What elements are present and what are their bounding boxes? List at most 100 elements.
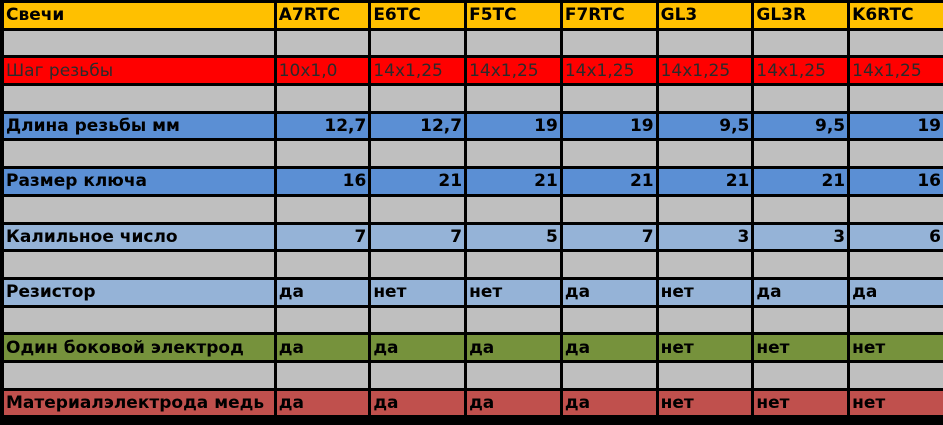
table-cell[interactable]: 3 (658, 224, 752, 250)
empty-cell[interactable] (562, 141, 656, 167)
table-cell[interactable]: нет (467, 279, 560, 305)
table-cell[interactable]: 7 (562, 224, 656, 250)
empty-cell[interactable] (4, 196, 274, 222)
table-cell[interactable]: да (562, 279, 656, 305)
table-cell[interactable]: 21 (754, 169, 848, 194)
empty-cell[interactable] (754, 362, 848, 388)
empty-cell[interactable] (467, 30, 560, 56)
table-cell[interactable]: 7 (276, 224, 369, 250)
header-label-cell[interactable]: Свечи (4, 3, 274, 28)
row-label-cell[interactable]: Размер ключа (4, 169, 274, 194)
empty-cell[interactable] (371, 30, 465, 56)
table-cell[interactable]: 14x1,25 (850, 58, 943, 84)
table-cell[interactable]: 6 (850, 224, 943, 250)
table-cell[interactable]: 19 (467, 113, 560, 139)
table-cell[interactable]: да (276, 279, 369, 305)
empty-cell[interactable] (850, 307, 943, 333)
empty-cell[interactable] (754, 252, 848, 277)
header-cell-f7rtc[interactable]: F7RTC (562, 3, 656, 28)
table-cell[interactable]: да (276, 390, 369, 416)
empty-cell[interactable] (467, 307, 560, 333)
empty-cell[interactable] (467, 362, 560, 388)
row-label-cell[interactable]: Один боковой электрод (4, 335, 274, 360)
empty-cell[interactable] (276, 30, 369, 56)
empty-cell[interactable] (276, 86, 369, 111)
table-cell[interactable]: 21 (658, 169, 752, 194)
table-cell[interactable]: да (850, 279, 943, 305)
empty-cell[interactable] (850, 196, 943, 222)
empty-cell[interactable] (562, 307, 656, 333)
table-cell[interactable]: нет (658, 335, 752, 360)
empty-cell[interactable] (371, 86, 465, 111)
table-cell[interactable]: да (754, 279, 848, 305)
table-cell[interactable]: 14x1,25 (371, 58, 465, 84)
empty-cell[interactable] (4, 30, 274, 56)
row-label-cell[interactable]: Калильное число (4, 224, 274, 250)
empty-cell[interactable] (754, 307, 848, 333)
empty-cell[interactable] (850, 362, 943, 388)
table-cell[interactable]: 7 (371, 224, 465, 250)
empty-cell[interactable] (4, 307, 274, 333)
empty-cell[interactable] (371, 362, 465, 388)
empty-cell[interactable] (658, 86, 752, 111)
table-cell[interactable]: 5 (467, 224, 560, 250)
table-cell[interactable]: 12,7 (371, 113, 465, 139)
empty-cell[interactable] (371, 196, 465, 222)
table-cell[interactable]: 16 (276, 169, 369, 194)
table-cell[interactable]: 14x1,25 (658, 58, 752, 84)
header-cell-f5tc[interactable]: F5TC (467, 3, 560, 28)
table-cell[interactable]: нет (850, 335, 943, 360)
empty-cell[interactable] (276, 307, 369, 333)
empty-cell[interactable] (467, 141, 560, 167)
empty-cell[interactable] (658, 252, 752, 277)
empty-cell[interactable] (467, 196, 560, 222)
empty-cell[interactable] (4, 252, 274, 277)
header-cell-k6rtc[interactable]: K6RTC (850, 3, 943, 28)
row-label-cell[interactable]: Шаг резьбы (4, 58, 274, 84)
table-cell[interactable]: 14x1,25 (562, 58, 656, 84)
empty-cell[interactable] (371, 141, 465, 167)
empty-cell[interactable] (562, 86, 656, 111)
table-cell[interactable]: 10x1,0 (276, 58, 369, 84)
table-cell[interactable]: нет (658, 279, 752, 305)
empty-cell[interactable] (562, 252, 656, 277)
empty-cell[interactable] (276, 141, 369, 167)
empty-cell[interactable] (467, 252, 560, 277)
empty-cell[interactable] (562, 196, 656, 222)
table-cell[interactable]: да (562, 390, 656, 416)
empty-cell[interactable] (850, 86, 943, 111)
empty-cell[interactable] (371, 307, 465, 333)
table-cell[interactable]: 14x1,25 (467, 58, 560, 84)
table-cell[interactable]: 21 (467, 169, 560, 194)
table-cell[interactable]: да (276, 335, 369, 360)
table-cell[interactable]: да (371, 335, 465, 360)
table-cell[interactable]: нет (754, 335, 848, 360)
empty-cell[interactable] (658, 362, 752, 388)
empty-cell[interactable] (850, 30, 943, 56)
table-cell[interactable]: да (467, 390, 560, 416)
table-cell[interactable]: 19 (562, 113, 656, 139)
empty-cell[interactable] (562, 362, 656, 388)
table-cell[interactable]: 9,5 (658, 113, 752, 139)
table-cell[interactable]: 14x1,25 (754, 58, 848, 84)
empty-cell[interactable] (754, 141, 848, 167)
empty-cell[interactable] (562, 30, 656, 56)
empty-cell[interactable] (658, 196, 752, 222)
table-cell[interactable]: 19 (850, 113, 943, 139)
empty-cell[interactable] (850, 141, 943, 167)
table-cell[interactable]: да (467, 335, 560, 360)
table-cell[interactable]: 3 (754, 224, 848, 250)
table-cell[interactable]: 16 (850, 169, 943, 194)
table-cell[interactable]: нет (371, 279, 465, 305)
header-cell-gl3r[interactable]: GL3R (754, 3, 848, 28)
empty-cell[interactable] (276, 362, 369, 388)
empty-cell[interactable] (4, 362, 274, 388)
empty-cell[interactable] (467, 86, 560, 111)
empty-cell[interactable] (276, 252, 369, 277)
row-label-cell[interactable]: Материалэлектрода медь (4, 390, 274, 416)
empty-cell[interactable] (658, 30, 752, 56)
table-cell[interactable]: да (562, 335, 656, 360)
empty-cell[interactable] (850, 252, 943, 277)
empty-cell[interactable] (754, 86, 848, 111)
empty-cell[interactable] (754, 196, 848, 222)
